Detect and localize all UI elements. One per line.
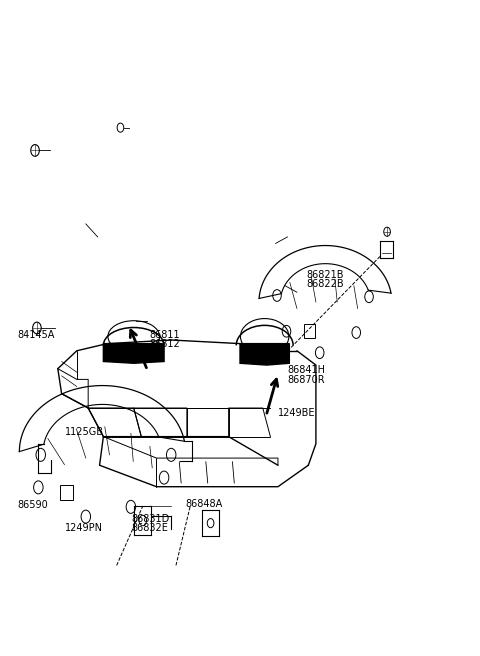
- Text: 84145A: 84145A: [17, 329, 54, 340]
- Text: 86831D: 86831D: [131, 514, 169, 523]
- Polygon shape: [240, 344, 289, 365]
- Text: 86822B: 86822B: [306, 279, 344, 289]
- Text: 86841H: 86841H: [288, 365, 325, 375]
- Text: 86812: 86812: [150, 338, 180, 348]
- Text: 1249BE: 1249BE: [278, 407, 315, 418]
- Bar: [60, 485, 73, 501]
- Text: 1125GB: 1125GB: [64, 427, 104, 437]
- Text: 86848A: 86848A: [185, 499, 223, 508]
- Text: 86590: 86590: [17, 500, 48, 510]
- Polygon shape: [103, 344, 164, 363]
- Text: 86832E: 86832E: [131, 523, 168, 533]
- Text: 86811: 86811: [150, 329, 180, 340]
- Text: 86821B: 86821B: [306, 270, 344, 279]
- Text: 86870R: 86870R: [288, 375, 325, 385]
- Text: 1249PN: 1249PN: [64, 523, 102, 533]
- Bar: [304, 324, 315, 338]
